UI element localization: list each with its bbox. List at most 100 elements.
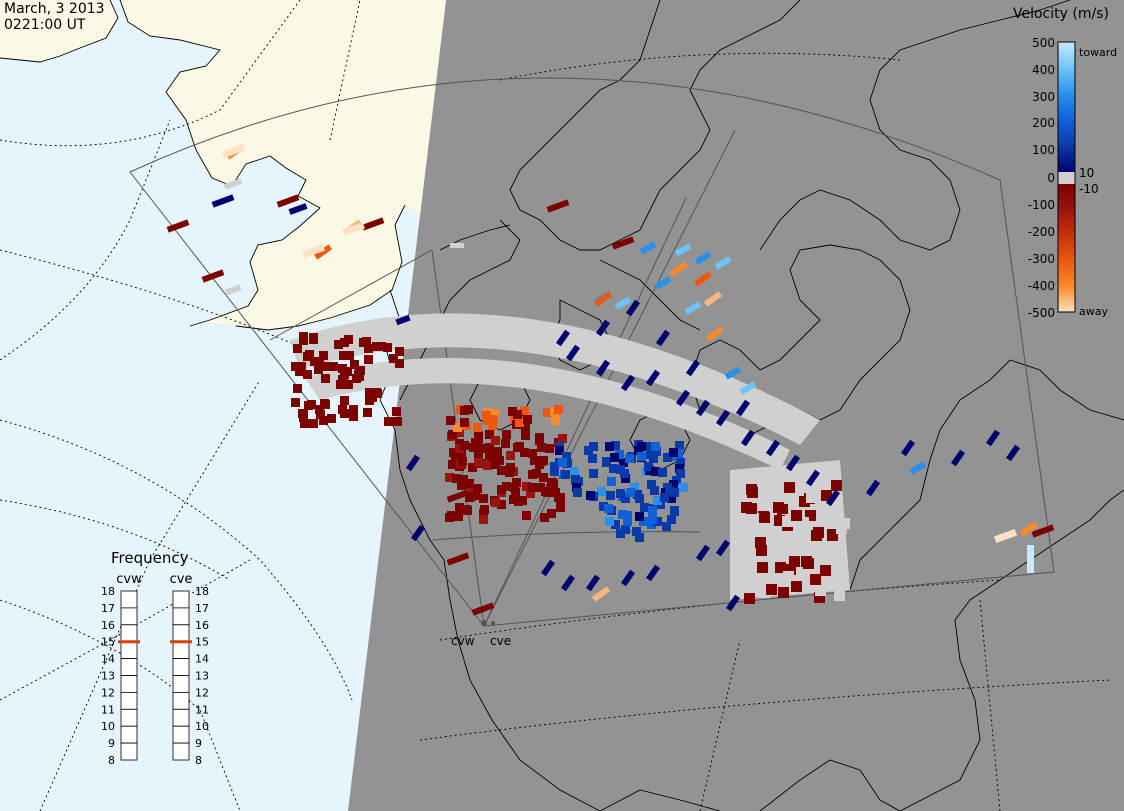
echo-cell (561, 470, 570, 479)
echo-cell (446, 552, 470, 566)
colorbar-segment (1058, 94, 1075, 121)
echo-cell (349, 405, 358, 414)
echo-cell (752, 511, 763, 522)
sunlit-landmass (0, 0, 446, 330)
colorbar-tick-label: 500 (1032, 36, 1055, 50)
echo-cell (514, 497, 523, 506)
echo-cell (512, 478, 521, 487)
echo-cell (462, 505, 471, 514)
echo-cell (669, 480, 678, 489)
echo-cell (521, 431, 530, 440)
echo-cell (602, 458, 611, 467)
echo-cell (446, 489, 470, 503)
echo-cell (773, 502, 784, 513)
frequency-cell (172, 725, 190, 744)
echo-cell (651, 442, 660, 451)
echo-cell (560, 574, 576, 592)
echo-cell (827, 530, 838, 541)
colorbar-segment (1058, 286, 1075, 313)
echo-cell (759, 512, 770, 523)
frequency-tick-label: 15 (195, 636, 209, 649)
echo-cell (562, 452, 571, 461)
frequency-cell (172, 590, 190, 609)
echo-cell (541, 487, 550, 496)
echo-cell (637, 442, 646, 451)
echo-cell (377, 342, 386, 351)
echo-cell (605, 442, 614, 451)
echo-cell (342, 351, 351, 360)
echo-cell (364, 344, 373, 353)
echo-cell (815, 585, 826, 596)
colorbar-tick-label: -300 (1028, 252, 1055, 266)
echo-cell (459, 475, 468, 484)
echo-cell (392, 407, 401, 416)
echo-cell (1019, 521, 1039, 537)
echo-cell (589, 442, 598, 451)
echo-cell (694, 251, 712, 265)
colorbar-segment (1058, 68, 1075, 95)
echo-cell (653, 517, 662, 526)
echo-cell (450, 243, 464, 248)
echo-cell (364, 355, 373, 364)
echo-cell (597, 487, 606, 496)
echo-cell (502, 430, 511, 439)
echo-cell (825, 489, 841, 507)
frequency-cell (120, 641, 138, 660)
echo-cell (491, 460, 500, 469)
echo-cell (619, 458, 628, 467)
echo-cell (625, 454, 634, 463)
echo-cell (755, 537, 766, 548)
echo-cell (621, 525, 630, 534)
echo-cell (810, 574, 821, 585)
colorbar-segment (1058, 209, 1075, 236)
echo-cell (361, 217, 385, 231)
echo-cell (506, 451, 515, 460)
echo-cell (570, 467, 579, 476)
echo-cell (540, 559, 556, 577)
echo-cell (572, 483, 581, 492)
echo-cell (705, 326, 725, 342)
echo-cell (746, 503, 757, 514)
echo-cell (315, 405, 324, 414)
echo-cell (611, 441, 620, 450)
echo-cell (604, 504, 613, 513)
echo-cell (479, 509, 488, 518)
echo-cell (620, 569, 636, 587)
echo-cell (555, 446, 564, 455)
echo-cell (588, 454, 597, 463)
echo-cell (201, 269, 225, 283)
frequency-tick-label: 16 (195, 619, 209, 632)
echo-cell (520, 448, 529, 457)
echo-cell (474, 431, 483, 440)
echo-cell (309, 333, 318, 342)
coastlines-alaska (0, 0, 406, 331)
echo-cell (784, 482, 795, 493)
echo-cell (744, 593, 755, 604)
frequency-cell (120, 675, 138, 693)
echo-cell (485, 430, 494, 439)
frequency-tick-label: 17 (101, 602, 115, 615)
echo-cell (363, 408, 372, 417)
echo-cell (550, 467, 559, 476)
field-of-view (129, 77, 1055, 627)
echo-cell (1031, 524, 1055, 538)
echo-cell (644, 462, 653, 471)
echo-cell (341, 221, 366, 237)
echo-cell (497, 500, 506, 509)
echo-cell (551, 488, 560, 497)
echo-cell (537, 457, 546, 466)
echo-cell (695, 399, 711, 417)
colorbar-tick-label: -500 (1028, 306, 1055, 320)
echo-cell (298, 409, 307, 418)
colorbar-segment (1058, 120, 1075, 147)
echo-cell (599, 502, 608, 511)
date-label: March, 3 2013 (4, 1, 105, 17)
echo-cell (336, 380, 345, 389)
echo-cell (474, 449, 483, 458)
time-label: 0221:00 UT (4, 17, 86, 33)
echo-cell (821, 490, 832, 501)
frequency-tick-label: 18 (195, 585, 209, 598)
echo-cell (805, 546, 816, 557)
echo-cell (349, 412, 358, 421)
echo-cell (455, 439, 464, 448)
